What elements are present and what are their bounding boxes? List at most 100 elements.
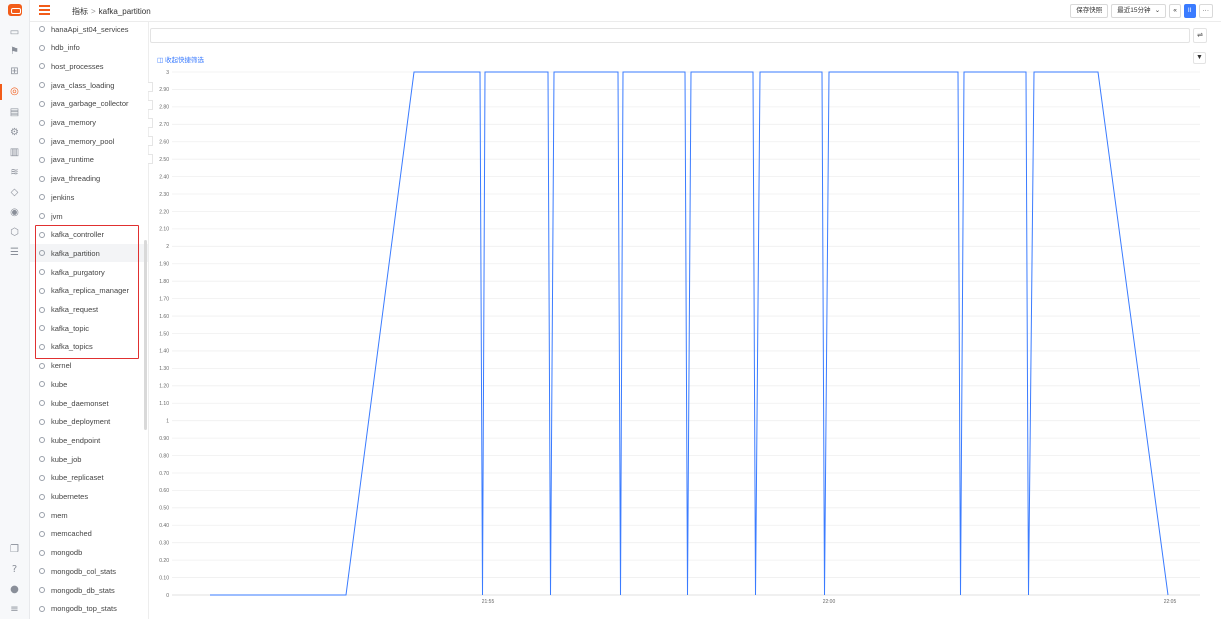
filter-input[interactable] xyxy=(150,28,1190,43)
sidebar-item-label: kafka_partition xyxy=(51,248,100,258)
y-tick-label: 3 xyxy=(166,70,169,76)
sidebar-item-kube-daemonset[interactable]: kube_daemonset xyxy=(30,394,148,412)
y-tick-label: 2.20 xyxy=(159,209,169,215)
sidebar-item-kafka-partition[interactable]: kafka_partition xyxy=(30,244,148,263)
breadcrumb-separator: > xyxy=(91,7,96,16)
previous-range-button[interactable]: « xyxy=(1169,4,1181,18)
user-icon[interactable]: ● xyxy=(10,584,19,595)
y-tick-label: 0.20 xyxy=(159,558,169,564)
sidebar-item-kafka-request[interactable]: kafka_request xyxy=(30,301,148,319)
monitor-icon[interactable]: ▭ xyxy=(9,27,20,38)
sidebar-item-label: kube_endpoint xyxy=(51,435,101,445)
sidebar-item-kube-replicaset[interactable]: kube_replicaset xyxy=(30,469,148,487)
sidebar-item-memcached[interactable]: memcached xyxy=(30,525,148,543)
sidebar-item-kube-endpoint[interactable]: kube_endpoint xyxy=(30,431,148,449)
settings-icon[interactable]: ⚙ xyxy=(10,127,19,138)
left-nav-rail: ▭ ⚑ ⊞ ◎ ▤ ⚙ ▥ ≋ ◇ ◉ ⬡ ☰ ❐ ? ● ≡ xyxy=(0,0,30,619)
flag-icon[interactable]: ⚑ xyxy=(10,46,19,57)
y-tick-label: 0.30 xyxy=(159,541,169,547)
sidebar-item-kube-deployment[interactable]: kube_deployment xyxy=(30,413,148,431)
sidebar-item-label: kubernetes xyxy=(51,492,89,501)
y-tick-label: 2.90 xyxy=(159,87,169,93)
grid-icon[interactable]: ⊞ xyxy=(10,66,19,77)
sidebar-item-label: kube xyxy=(51,379,68,389)
sidebar-item-kafka-controller[interactable]: kafka_controller xyxy=(30,226,148,244)
y-tick-label: 0.60 xyxy=(159,488,169,494)
sidebar-item-kafka-purgatory[interactable]: kafka_purgatory xyxy=(30,263,148,281)
y-tick-label: 2 xyxy=(166,244,169,250)
sidebar-item-kubernetes[interactable]: kubernetes xyxy=(30,488,148,506)
metric-set-icon xyxy=(39,549,45,556)
sidebar-item-java-runtime[interactable]: java_runtime xyxy=(30,151,148,169)
pause-button[interactable]: II xyxy=(1183,4,1196,18)
metric-set-icon xyxy=(39,269,45,276)
sidebar-item-java-memory[interactable]: java_memory xyxy=(30,114,148,132)
sidebar-item-java-class-loading[interactable]: java_class_loading xyxy=(30,76,148,94)
metric-set-icon xyxy=(39,100,45,107)
security-icon[interactable]: ⬡ xyxy=(10,227,19,238)
sidebar-item-mem[interactable]: mem xyxy=(30,506,148,524)
sidebar-item-java-threading[interactable]: java_threading xyxy=(30,170,148,188)
sidebar-scrollbar[interactable] xyxy=(144,240,147,430)
fingerprint-icon[interactable]: ◉ xyxy=(10,207,19,218)
sidebar-item-java-memory-pool[interactable]: java_memory_pool xyxy=(30,132,148,150)
copy-icon[interactable]: ❐ xyxy=(10,544,19,555)
y-tick-label: 0.70 xyxy=(159,471,169,477)
sliders-icon[interactable]: ☰ xyxy=(10,247,19,258)
app-logo[interactable] xyxy=(8,4,22,16)
sidebar-item-jenkins[interactable]: jenkins xyxy=(30,188,148,206)
metric-set-icon xyxy=(39,362,45,369)
collapse-quick-filter-link[interactable]: ◫ 收起快捷筛选 xyxy=(157,57,204,64)
sidebar-item-hdb-info[interactable]: hdb_info xyxy=(30,39,148,57)
sidebar-item-java-garbage-collector[interactable]: java_garbage_collector xyxy=(30,95,148,113)
sidebar-item-label: kafka_request xyxy=(51,305,99,314)
compass-icon[interactable]: ◎ xyxy=(10,86,19,97)
sidebar-item-kube-job[interactable]: kube_job xyxy=(30,450,148,468)
metric-set-icon xyxy=(39,26,45,32)
sidebar-item-label: kafka_topic xyxy=(51,323,89,333)
y-tick-label: 2.40 xyxy=(159,174,169,180)
shield-icon[interactable]: ◇ xyxy=(10,187,19,198)
sidebar-item-mongodb[interactable]: mongodb xyxy=(30,544,148,562)
menu-icon[interactable]: ≡ xyxy=(10,604,19,615)
more-options-button[interactable]: ··· xyxy=(1198,4,1213,18)
sidebar-item-mongodb-col-stats[interactable]: mongodb_col_stats xyxy=(30,562,148,580)
save-snapshot-button[interactable]: 保存快照 xyxy=(1070,4,1109,18)
sidebar-item-kernel[interactable]: kernel xyxy=(30,357,148,375)
funnel-icon[interactable]: ▼ xyxy=(1193,52,1206,64)
metric-set-icon xyxy=(39,138,45,145)
sidebar-item-hanaApi-st04-services[interactable]: hanaApi_st04_services xyxy=(30,22,148,38)
y-tick-label: 0 xyxy=(166,593,169,599)
time-range-select[interactable]: 最近15分钟 ⌄ xyxy=(1111,4,1167,18)
active-nav-marker xyxy=(0,84,2,100)
sidebar-item-label: java_memory xyxy=(51,118,97,127)
sidebar-item-mongodb-db-stats[interactable]: mongodb_db_stats xyxy=(30,581,148,599)
sidebar-item-kafka-topics[interactable]: kafka_topics xyxy=(30,338,148,356)
metric-set-icon xyxy=(39,587,45,593)
sidebar-item-label: java_runtime xyxy=(51,155,94,165)
sidebar-item-host-processes[interactable]: host_processes xyxy=(30,57,148,75)
filter-toggle-button[interactable]: ⇌ xyxy=(1193,28,1207,43)
sidebar-item-label: kafka_purgatory xyxy=(51,267,105,277)
breadcrumb-root[interactable]: 指标 xyxy=(72,7,88,16)
building-icon[interactable]: ▥ xyxy=(9,147,20,158)
document-icon[interactable]: ▤ xyxy=(9,107,20,118)
collapsed-panel-stub xyxy=(148,118,153,128)
metric-set-icon xyxy=(39,119,45,126)
sidebar-item-kafka-topic[interactable]: kafka_topic xyxy=(30,319,148,337)
sidebar-item-jvm[interactable]: jvm xyxy=(30,207,148,225)
sidebar-divider xyxy=(148,22,149,619)
sidebar-item-mongodb-top-stats[interactable]: mongodb_top_stats xyxy=(30,600,148,618)
breadcrumb: 指标 > kafka_partition xyxy=(72,6,151,17)
sidebar-item-label: memcached xyxy=(51,529,92,539)
signal-icon[interactable]: ≋ xyxy=(10,167,19,178)
help-icon[interactable]: ? xyxy=(11,564,18,575)
sidebar-item-kube[interactable]: kube xyxy=(30,375,148,393)
metric-set-icon xyxy=(39,156,45,163)
metric-set-icon xyxy=(39,231,45,238)
sidebar-item-kafka-replica-manager[interactable]: kafka_replica_manager xyxy=(30,282,148,300)
y-tick-label: 2.60 xyxy=(159,140,169,146)
hamburger-menu-icon[interactable] xyxy=(39,5,50,15)
y-tick-label: 2.30 xyxy=(159,192,169,198)
metric-set-icon xyxy=(39,418,45,425)
